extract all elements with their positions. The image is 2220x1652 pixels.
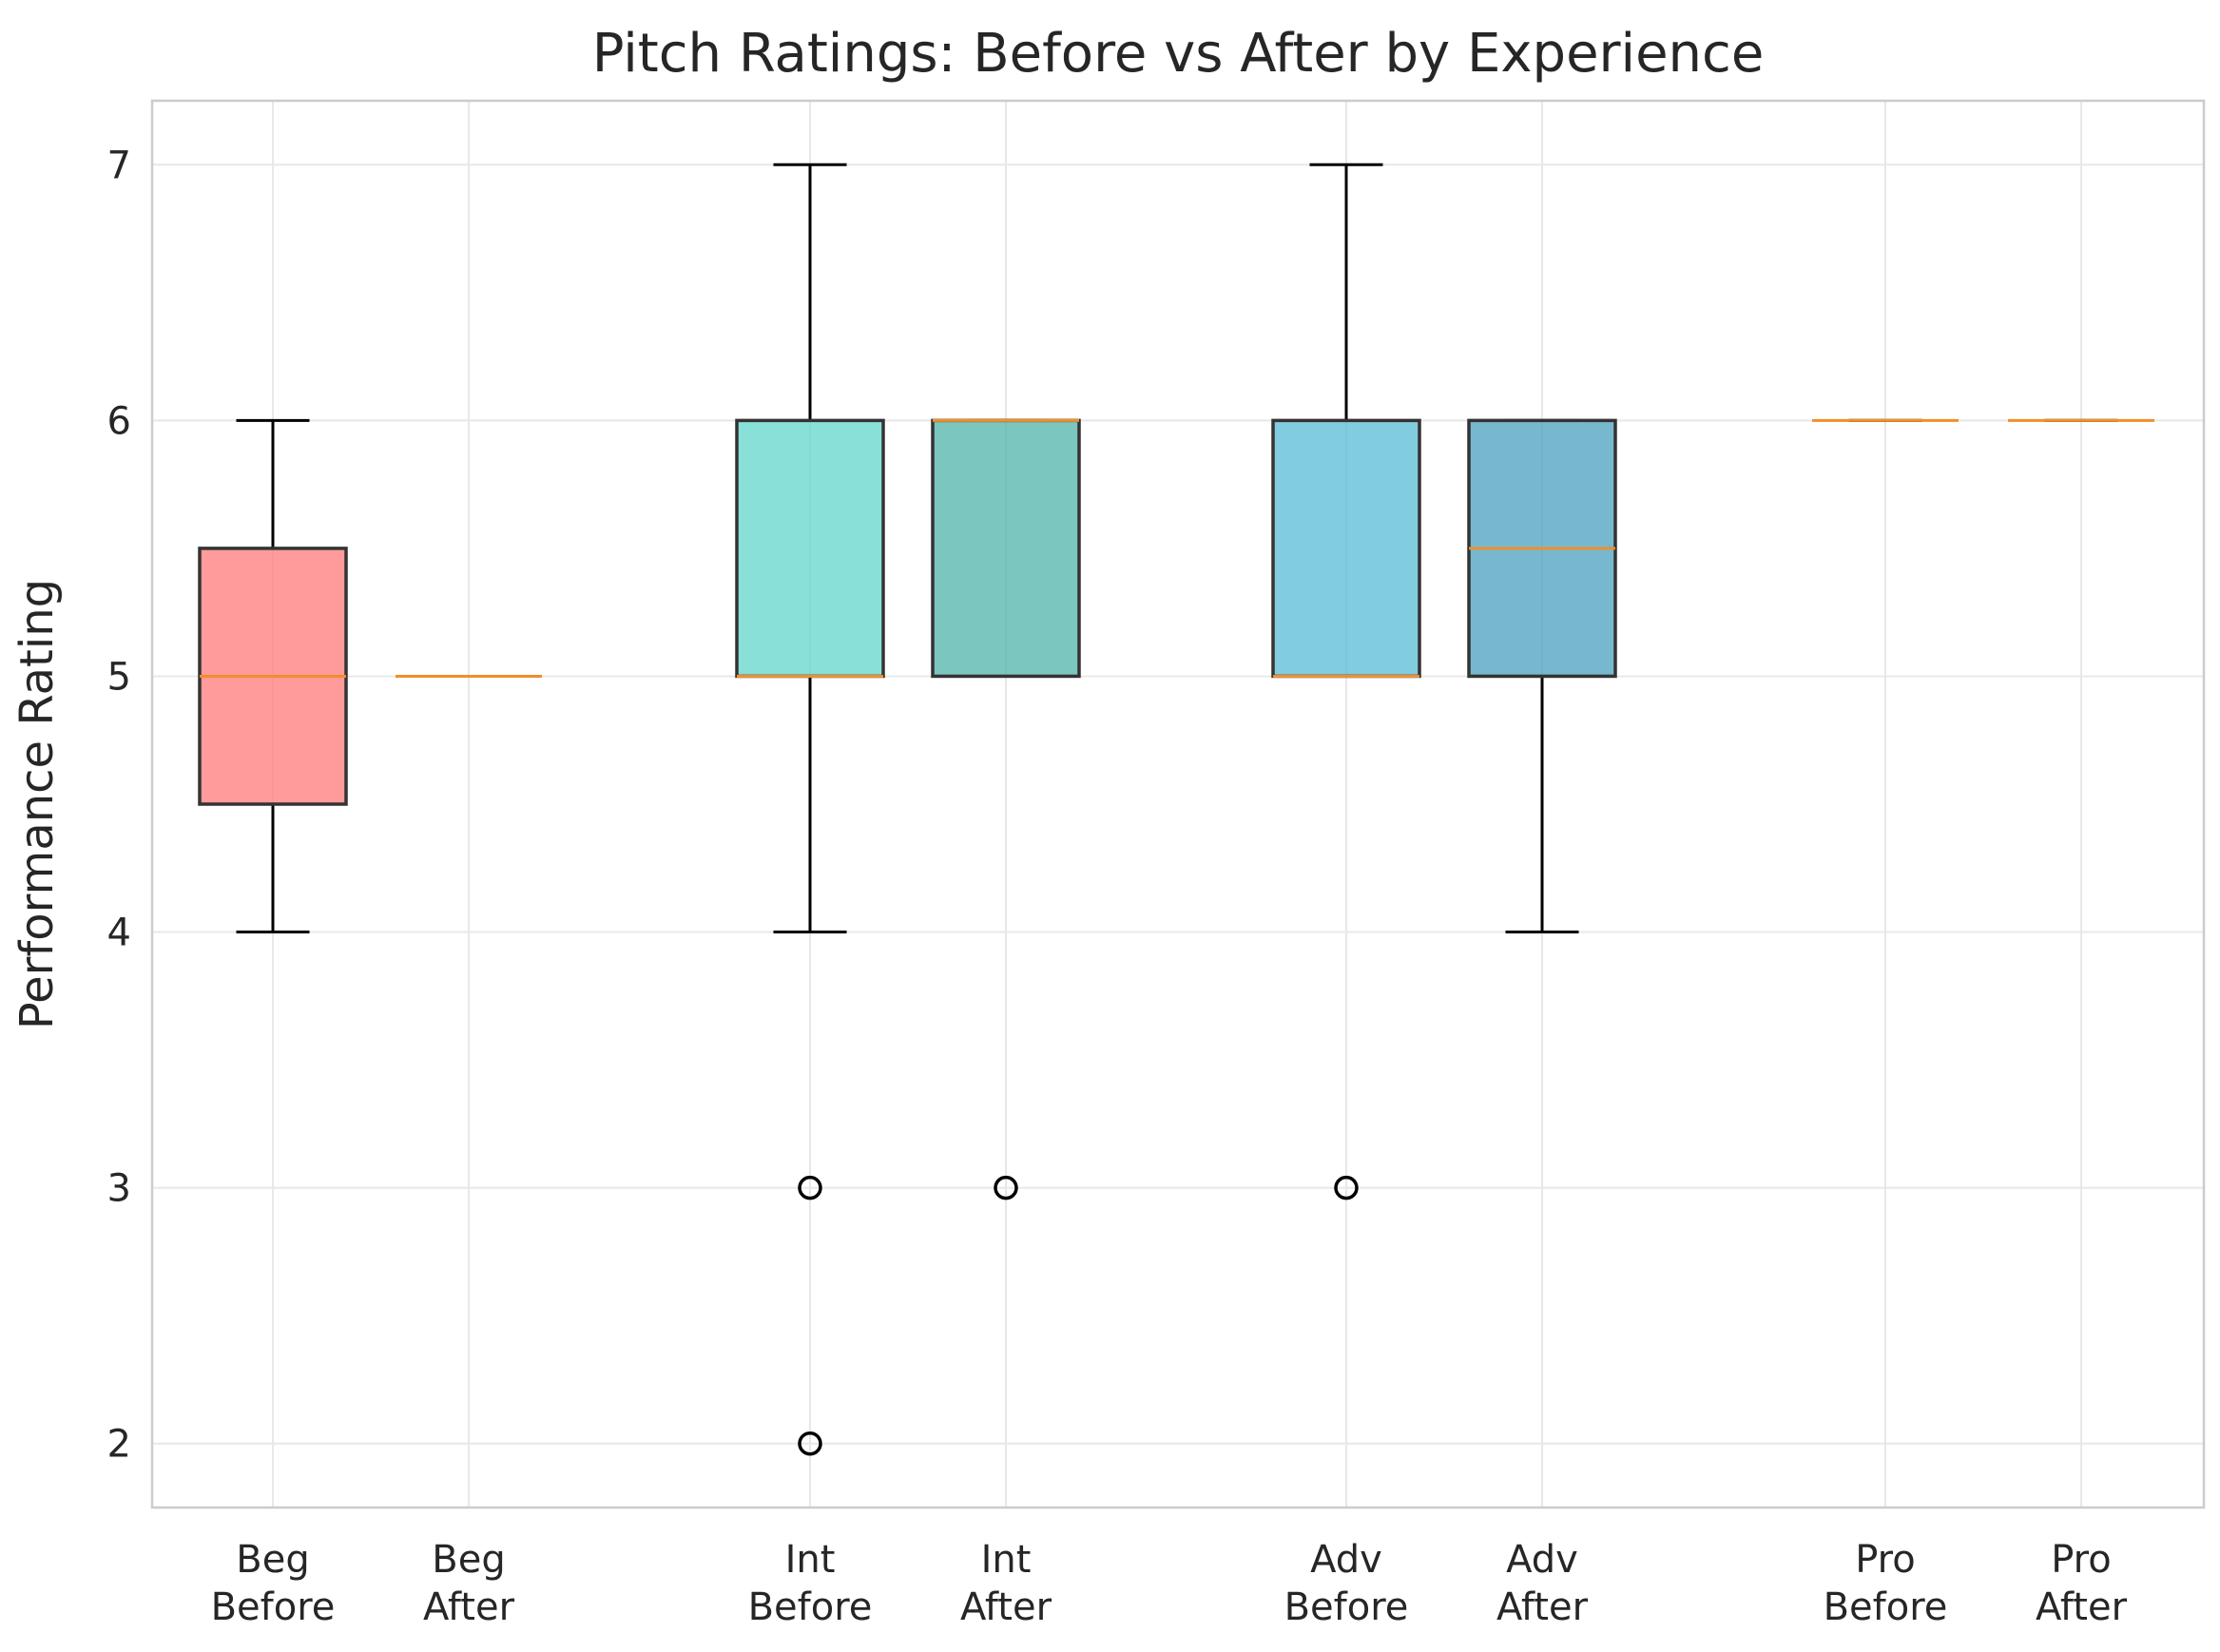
y-tick-label: 5 [107, 655, 131, 699]
x-tick-label: Int [785, 1538, 836, 1582]
x-tick-label: Pro [1855, 1538, 1915, 1582]
tick-labels: 234567BegBeforeBegAfterIntBeforeIntAfter… [107, 144, 2128, 1629]
box-body [931, 418, 1081, 679]
x-tick-label: Before [1824, 1585, 1948, 1629]
y-tick-label: 6 [107, 399, 131, 443]
box-adv-before [1271, 163, 1421, 1201]
chart-title: Pitch Ratings: Before vs After by Experi… [592, 23, 1765, 85]
x-tick-label: Before [211, 1585, 336, 1629]
x-tick-label: Adv [1506, 1538, 1578, 1582]
box-adv-after [1467, 418, 1617, 934]
x-tick-label: Int [981, 1538, 1032, 1582]
x-tick-label: Pro [2051, 1538, 2111, 1582]
x-tick-label: Adv [1310, 1538, 1382, 1582]
box-int-after [931, 418, 1081, 1201]
x-tick-label: After [2036, 1585, 2128, 1629]
x-tick-label: Before [748, 1585, 873, 1629]
outlier-point [798, 1431, 822, 1456]
box-body [1271, 418, 1421, 679]
y-tick-label: 2 [107, 1423, 131, 1467]
outlier-point [1334, 1175, 1359, 1201]
x-tick-label: After [423, 1585, 515, 1629]
y-axis-label: Performance Rating [10, 579, 64, 1029]
box-beg-before [198, 418, 348, 934]
plot-frame [150, 99, 2206, 1509]
grid-lines [152, 101, 2204, 1508]
x-tick-label: Beg [236, 1538, 309, 1582]
y-tick-label: 3 [107, 1167, 131, 1211]
box-body [735, 418, 885, 679]
y-tick-label: 7 [107, 144, 131, 187]
boxes [198, 163, 2154, 1456]
x-tick-label: Before [1284, 1585, 1409, 1629]
outlier-point [798, 1175, 822, 1201]
outlier-point [994, 1175, 1018, 1201]
x-tick-label: After [1496, 1585, 1589, 1629]
x-tick-label: After [960, 1585, 1052, 1629]
y-tick-label: 4 [107, 912, 131, 955]
box-int-before [735, 163, 885, 1456]
x-tick-label: Beg [432, 1538, 505, 1582]
